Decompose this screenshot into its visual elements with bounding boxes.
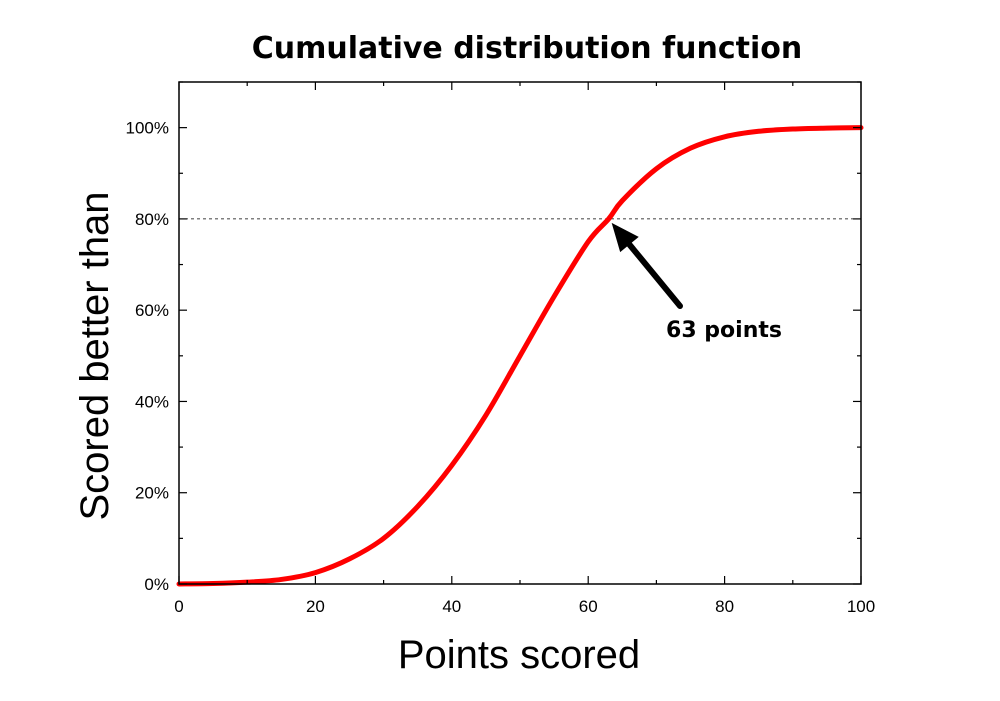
y-axis-label: Scored better than (73, 191, 117, 520)
x-tick-label: 100 (847, 597, 875, 616)
y-tick-label: 20% (135, 484, 169, 503)
y-tick-label: 0% (144, 575, 169, 594)
x-axis-label: Points scored (398, 633, 640, 677)
x-tick-label: 80 (715, 597, 734, 616)
x-tick-label: 40 (442, 597, 461, 616)
cdf-series-line (176, 125, 864, 587)
x-tick-label: 20 (306, 597, 325, 616)
y-tick-label: 100% (126, 119, 169, 138)
annotation-arrow-shaft (626, 241, 683, 309)
x-tick-label: 0 (174, 597, 183, 616)
annotation-label: 63 points (666, 318, 782, 343)
y-tick-label: 60% (135, 301, 169, 320)
annotation-arrow-head (611, 222, 639, 253)
x-tick-label: 60 (579, 597, 598, 616)
y-tick-label: 40% (135, 392, 169, 411)
y-tick-label: 80% (135, 210, 169, 229)
chart-title: Cumulative distribution function (252, 31, 803, 66)
